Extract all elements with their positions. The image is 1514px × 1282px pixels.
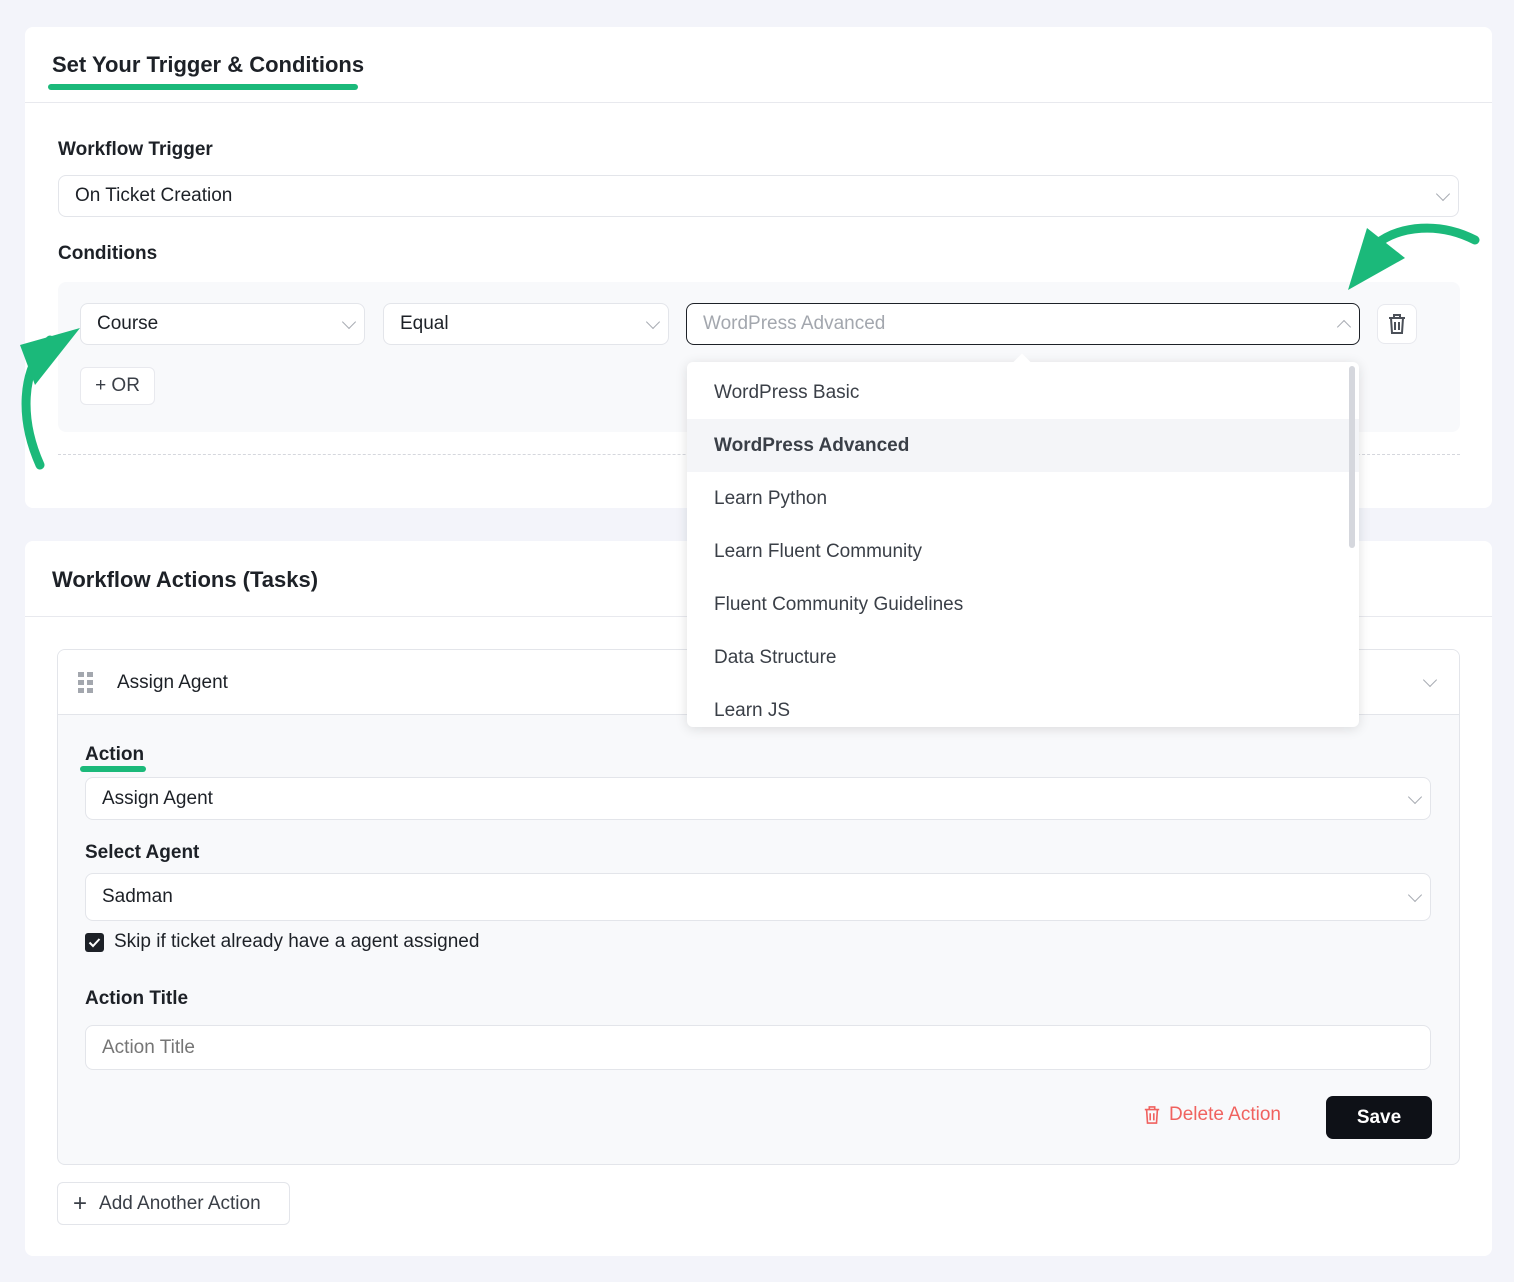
workflow-trigger-label: Workflow Trigger bbox=[58, 139, 213, 160]
chevron-down-icon[interactable] bbox=[1422, 672, 1438, 688]
action-card-title: Assign Agent bbox=[117, 672, 228, 693]
skip-checkbox[interactable] bbox=[85, 933, 104, 952]
trash-icon bbox=[1144, 1106, 1160, 1124]
label-underline bbox=[80, 766, 146, 772]
field-value: Course bbox=[97, 313, 159, 334]
trigger-select[interactable]: On Ticket Creation bbox=[58, 175, 1459, 217]
dropdown-option[interactable]: Data Structure bbox=[714, 646, 837, 668]
arrowhead-right-icon bbox=[1348, 228, 1405, 290]
delete-condition-button[interactable] bbox=[1377, 304, 1417, 344]
dropdown-option[interactable]: Fluent Community Guidelines bbox=[714, 593, 964, 615]
tab-trigger-conditions[interactable]: Set Your Trigger & Conditions bbox=[52, 52, 365, 77]
operator-value: Equal bbox=[400, 313, 449, 334]
dropdown-option-selected[interactable]: WordPress Advanced bbox=[687, 419, 1359, 472]
action-title-label: Action Title bbox=[85, 988, 189, 1009]
actions-title: Workflow Actions (Tasks) bbox=[52, 567, 319, 592]
dropdown-scrollbar[interactable] bbox=[1349, 366, 1355, 548]
chevron-down-icon bbox=[1407, 887, 1423, 903]
arrow-right-icon bbox=[1370, 223, 1480, 250]
action-value: Assign Agent bbox=[102, 787, 213, 809]
condition-value-select[interactable]: WordPress Advanced bbox=[686, 303, 1360, 345]
dropdown-option[interactable]: Learn Python bbox=[714, 487, 828, 509]
plus-icon: + bbox=[73, 1189, 88, 1217]
condition-operator-select[interactable]: Equal bbox=[383, 303, 669, 345]
save-button[interactable]: Save bbox=[1326, 1096, 1432, 1139]
arrowhead-left-icon bbox=[20, 328, 80, 385]
course-dropdown-menu: WordPress Basic WordPress Advanced Learn… bbox=[687, 362, 1359, 727]
condition-field-select[interactable]: Course bbox=[80, 303, 365, 345]
add-action-label: Add Another Action bbox=[99, 1192, 261, 1214]
action-title-input[interactable] bbox=[85, 1025, 1431, 1070]
action-label: Action bbox=[85, 744, 145, 765]
divider bbox=[25, 102, 1492, 103]
dropdown-option[interactable]: Learn Fluent Community bbox=[714, 540, 923, 562]
conditions-label: Conditions bbox=[58, 243, 158, 264]
dropdown-option[interactable]: WordPress Basic bbox=[714, 381, 860, 403]
delete-action-button[interactable]: Delete Action bbox=[1143, 1104, 1281, 1126]
add-or-button[interactable]: + OR bbox=[80, 367, 155, 405]
drag-handle-icon[interactable] bbox=[78, 672, 94, 694]
check-icon bbox=[88, 938, 101, 948]
agent-select[interactable]: Sadman bbox=[85, 873, 1431, 921]
trash-icon bbox=[1389, 314, 1405, 334]
select-agent-label: Select Agent bbox=[85, 842, 200, 863]
trigger-value: On Ticket Creation bbox=[75, 185, 233, 206]
action-select[interactable]: Assign Agent bbox=[85, 777, 1431, 820]
agent-value: Sadman bbox=[102, 886, 173, 907]
tab-underline bbox=[48, 84, 358, 90]
dropdown-option[interactable]: Learn JS bbox=[714, 699, 791, 721]
skip-checkbox-label[interactable]: Skip if ticket already have a agent assi… bbox=[114, 931, 480, 952]
action-item: Assign Agent Action Assign Agent Select … bbox=[57, 649, 1460, 1165]
annotation-arrows bbox=[20, 223, 1480, 470]
delete-action-label: Delete Action bbox=[1169, 1104, 1281, 1125]
value-text: WordPress Advanced bbox=[703, 313, 886, 334]
trigger-card: Set Your Trigger & Conditions Workflow T… bbox=[25, 27, 1492, 508]
add-another-action-button[interactable]: + Add Another Action bbox=[57, 1182, 290, 1225]
chevron-down-icon bbox=[1407, 789, 1423, 804]
